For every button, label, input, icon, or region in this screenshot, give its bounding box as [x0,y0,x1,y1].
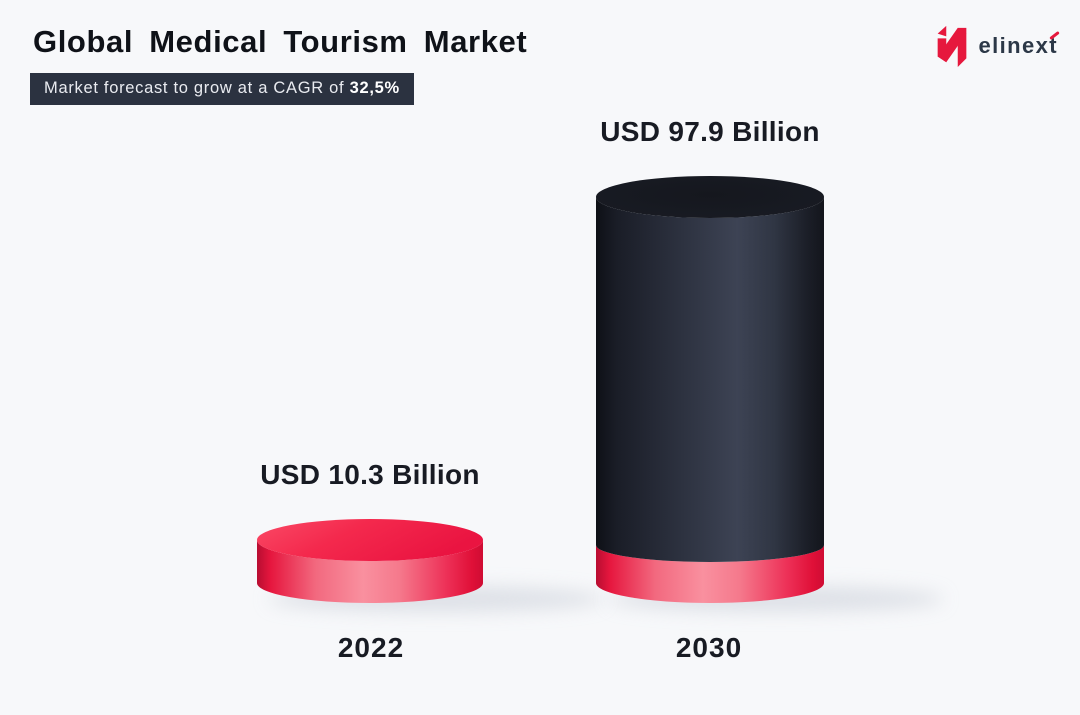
cylinder-2030 [596,176,824,603]
cagr-badge: Market forecast to grow at a CAGR of 32,… [30,73,414,105]
year-label-2030: 2030 [675,632,743,663]
cylinder-2022 [257,519,483,603]
cagr-badge-text: Market forecast to grow at a CAGR of [44,79,350,97]
cylinder-2022-side [257,540,483,603]
elinext-logo-wordmark: elinext [978,30,1060,59]
cylinder-2022-top [257,519,483,561]
cylinder-2030-top [596,176,824,218]
elinext-logo-icon [937,25,966,68]
cylinder-2030-red-base [596,545,824,603]
value-label-2030: USD 97.9 Billion [600,116,820,147]
value-label-2022: USD 10.3 Billion [260,459,480,490]
elinext-logo-text: elinext [978,33,1058,58]
page-title: Global Medical Tourism Market [33,24,528,59]
cylinder-2030-side [596,197,824,562]
year-label-2022: 2022 [337,632,405,663]
elinext-logo: elinext [934,24,1060,68]
cagr-value: 32,5% [349,79,400,97]
